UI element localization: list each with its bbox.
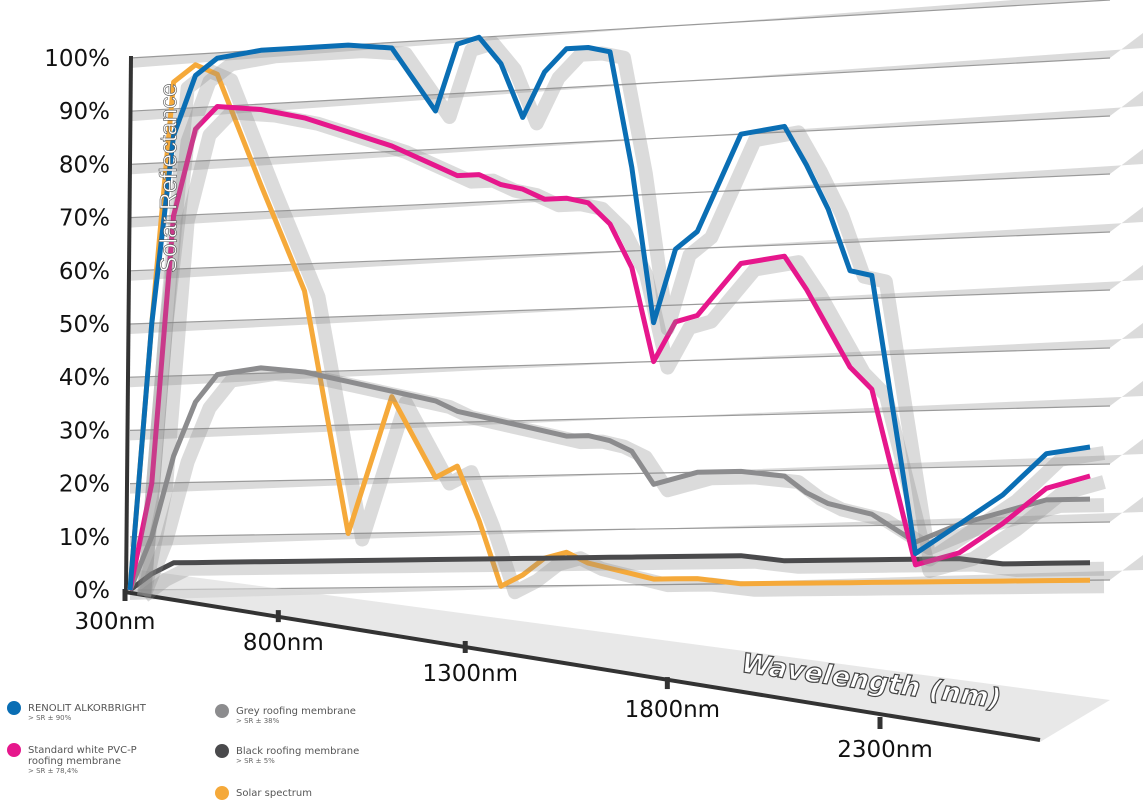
grid-line — [129, 405, 1111, 431]
legend-label: Solar spectrum — [236, 788, 312, 799]
x-tick-label: 300nm — [75, 609, 156, 635]
y-tick-label: 80% — [59, 152, 110, 178]
legend-swatch — [7, 701, 21, 715]
grid-band — [130, 149, 1143, 228]
legend-note: > SR ± 78,4% — [28, 767, 78, 775]
legend-label: Standard white PVC-P roofing membrane — [28, 745, 137, 767]
legend-label: Black roofing membrane — [236, 746, 359, 757]
series-line — [127, 365, 1091, 591]
series-line — [127, 104, 1091, 591]
legend-label: RENOLIT ALKORBRIGHT — [28, 703, 147, 714]
grid-band — [130, 207, 1143, 281]
y-tick-label: 100% — [44, 46, 110, 72]
series-line — [128, 553, 1091, 593]
y-tick-label: 70% — [59, 206, 110, 232]
grid-band — [130, 555, 1143, 600]
curve-shadow — [139, 554, 1105, 602]
legend: RENOLIT ALKORBRIGHT> SR ± 90% Standard wh… — [7, 701, 359, 800]
legend-note: > SR ± 5% — [236, 757, 275, 765]
y-axis — [124, 55, 133, 593]
grid-line — [129, 231, 1111, 272]
legend-note: > SR ± 90% — [28, 714, 72, 722]
grid-band — [130, 91, 1143, 175]
y-tick-label: 90% — [59, 99, 110, 125]
legend-swatch — [215, 786, 229, 800]
floor — [125, 570, 1110, 742]
grid-line — [129, 57, 1111, 112]
grid-band — [130, 323, 1143, 388]
y-tick-label: 0% — [74, 578, 111, 604]
curve-shadow — [137, 36, 1106, 597]
grid: 0% 10% 20% 30% 40% 50% 60% 70% 80% 90% 100% 300nm 80… — [44, 0, 1143, 763]
grid-band — [130, 381, 1143, 441]
curve-shadow — [137, 105, 1106, 598]
grid-band — [130, 497, 1143, 547]
grid-line — [129, 463, 1111, 485]
grid-line — [129, 173, 1111, 219]
series-line — [127, 34, 1091, 591]
curve-shadow — [137, 63, 1105, 600]
grid-band — [130, 439, 1143, 494]
grid-band — [130, 265, 1143, 334]
legend-swatch — [7, 743, 21, 757]
plot-area — [127, 34, 1106, 602]
legend-label: Grey roofing membrane — [236, 706, 356, 717]
x-tick-label: 800nm — [243, 630, 324, 656]
legend-swatch — [215, 744, 229, 758]
x-tick-label: 1300nm — [422, 661, 518, 687]
y-tick-label: 60% — [59, 259, 110, 285]
y-axis-label: Solar Reflectance — [155, 83, 182, 272]
series-line — [127, 62, 1091, 591]
legend-swatch — [215, 704, 229, 718]
grid-line — [129, 521, 1111, 538]
legend-note: > SR ± 38% — [236, 717, 280, 725]
x-tick-label: 1800nm — [625, 697, 721, 723]
grid-line — [129, 289, 1111, 325]
x-tick-label: 2300nm — [837, 737, 933, 763]
y-tick-label: 10% — [59, 525, 110, 551]
y-tick-label: 50% — [59, 312, 110, 338]
y-tick-label: 40% — [59, 365, 110, 391]
y-tick-label: 30% — [59, 418, 110, 444]
y-tick-label: 20% — [59, 472, 110, 498]
grid-line — [129, 115, 1111, 165]
grid-band — [130, 33, 1143, 122]
